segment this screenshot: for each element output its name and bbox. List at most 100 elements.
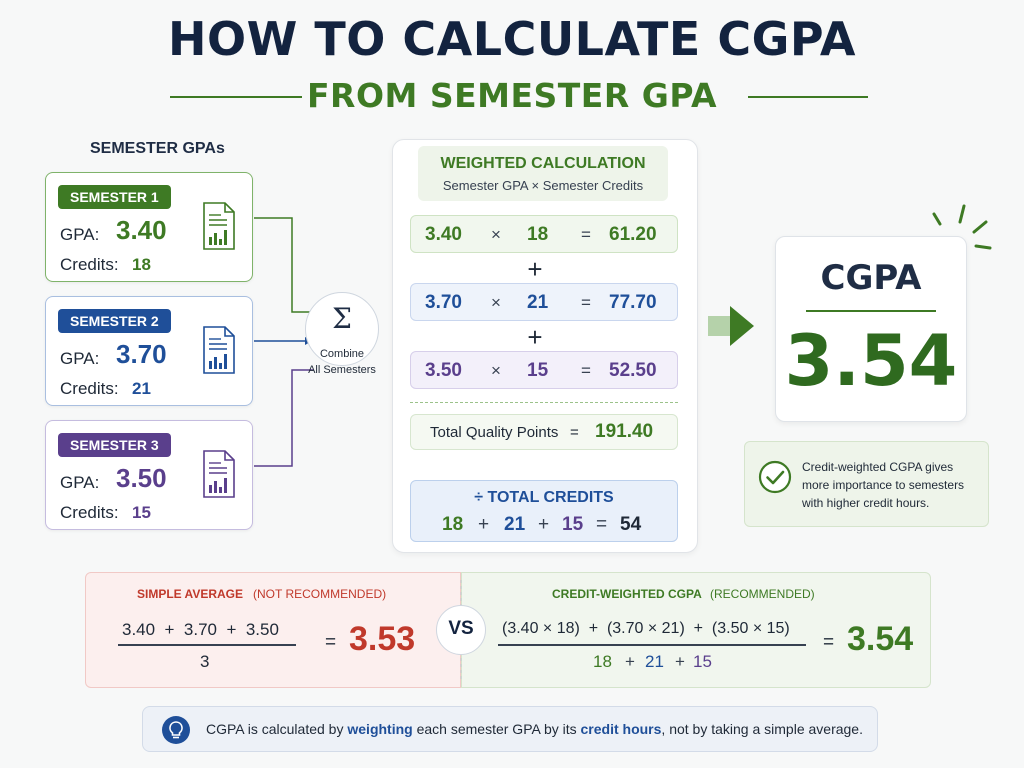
- credit-weighted-result: 3.54: [847, 620, 914, 658]
- semester-1-tag: SEMESTER 1: [58, 185, 171, 209]
- gpa-label: GPA:: [60, 473, 100, 492]
- row-credits: 15: [527, 360, 549, 381]
- plus-sign: +: [675, 652, 685, 671]
- semester-2-gpa: 3.70: [116, 339, 167, 369]
- den-credits-2: 21: [645, 652, 664, 671]
- document-chart-icon: [203, 326, 235, 374]
- equals-sign: =: [570, 424, 579, 441]
- row-credits: 18: [527, 224, 549, 245]
- credits-2: 21: [504, 514, 526, 535]
- not-recommended-tag: (NOT RECOMMENDED): [253, 587, 387, 601]
- fraction-bar: [498, 644, 806, 646]
- vs-label: VS: [448, 618, 474, 639]
- plus-sign: +: [538, 514, 550, 535]
- credit-weighted-title: CREDIT-WEIGHTED CGPA: [552, 587, 702, 601]
- weighted-calculation-header: [418, 146, 668, 201]
- den-credits-3: 15: [693, 652, 712, 671]
- cgpa-underline: [806, 310, 936, 312]
- semester-card-1: SEMESTER 1 GPA: 3.40 Credits: 18: [45, 172, 253, 282]
- semester-2-tag: SEMESTER 2: [58, 309, 171, 333]
- cgpa-value: 3.54: [784, 320, 958, 402]
- fraction-bar: [118, 644, 296, 646]
- combine-label: Combine All Semesters: [290, 346, 394, 378]
- credits-label: Credits:: [60, 379, 119, 398]
- row-product: 61.20: [609, 224, 657, 245]
- simple-average-panel: [85, 572, 461, 688]
- combine-line-1: Combine: [319, 348, 365, 360]
- lightbulb-icon: [162, 716, 190, 744]
- simple-average-result: 3.53: [349, 620, 416, 658]
- calc-row-2: 3.70 × 21 = 77.70: [410, 283, 678, 321]
- total-quality-points-box: [410, 414, 678, 450]
- equals-sign: =: [823, 632, 835, 653]
- row-gpa: 3.70: [425, 292, 462, 313]
- gpa-label: GPA:: [60, 349, 100, 368]
- sigma-icon: Σ: [332, 302, 352, 335]
- simple-average-denominator: 3: [200, 652, 210, 671]
- semester-3-gpa: 3.50: [116, 463, 167, 493]
- recommended-tag: (RECOMMENDED): [710, 587, 815, 601]
- row-product: 77.70: [609, 292, 657, 313]
- times-sign: ×: [491, 361, 501, 380]
- vs-circle: [436, 605, 486, 655]
- equals-sign: =: [325, 632, 337, 653]
- total-quality-points-label: Total Quality Points: [430, 424, 559, 441]
- weighted-calculation-title: WEIGHTED CALCULATION: [440, 155, 646, 172]
- document-chart-icon: [203, 450, 235, 498]
- tip-banner: [142, 706, 878, 752]
- lightbulb-icon-glyph: [169, 721, 183, 739]
- tip-text: CGPA is calculated by weighting each sem…: [206, 721, 863, 737]
- credit-weighted-panel: [461, 572, 931, 688]
- cgpa-result-card: [775, 236, 967, 422]
- divider: [410, 402, 678, 403]
- document-chart-icon: [203, 202, 235, 250]
- tip-emphasis-weighting: weighting: [347, 721, 413, 737]
- cgpa-label: CGPA: [820, 258, 922, 298]
- plus-sign: +: [527, 322, 543, 352]
- plus-sign: +: [527, 254, 543, 284]
- plus-sign: +: [625, 652, 635, 671]
- semester-card-3: SEMESTER 3 GPA: 3.50 Credits: 15: [45, 420, 253, 530]
- semester-3-tag: SEMESTER 3: [58, 433, 171, 457]
- plus-sign: +: [478, 514, 490, 535]
- calc-row-3: 3.50 × 15 = 52.50: [410, 351, 678, 389]
- credit-weighted-numerator: (3.40 × 18) + (3.70 × 21) + (3.50 × 15): [502, 620, 790, 637]
- semester-gpas-heading: SEMESTER GPAs: [90, 140, 225, 157]
- total-quality-points-value: 191.40: [595, 421, 654, 442]
- credits-3: 15: [562, 514, 584, 535]
- semester-1-gpa: 3.40: [116, 215, 167, 245]
- simple-average-numerator: 3.40 + 3.70 + 3.50: [122, 620, 279, 639]
- page-title: HOW TO CALCULATE CGPA: [168, 12, 856, 66]
- den-credits-1: 18: [593, 652, 612, 671]
- gpa-label: GPA:: [60, 225, 100, 244]
- semester-card-2: SEMESTER 2 GPA: 3.70 Credits: 21: [45, 296, 253, 406]
- credits-label: Credits:: [60, 255, 119, 274]
- tip-emphasis-credit-hours: credit hours: [580, 721, 662, 737]
- combine-line-2: All Semesters: [308, 364, 376, 376]
- simple-average-title: SIMPLE AVERAGE: [137, 587, 244, 601]
- page-subtitle: FROM SEMESTER GPA: [306, 76, 718, 115]
- subtitle-rule-left: [170, 96, 302, 98]
- check-circle-icon: [758, 460, 792, 494]
- equals-sign: =: [581, 225, 591, 244]
- times-sign: ×: [491, 225, 501, 244]
- total-credits-value: 54: [620, 514, 642, 535]
- row-credits: 21: [527, 292, 549, 313]
- credits-label: Credits:: [60, 503, 119, 522]
- weighted-calculation-subtitle: Semester GPA × Semester Credits: [442, 178, 644, 193]
- semester-3-credits: 15: [132, 503, 151, 522]
- tip-part-1: CGPA is calculated by: [206, 721, 348, 737]
- equals-sign: =: [581, 293, 591, 312]
- calc-row-1: 3.40 × 18 = 61.20: [410, 215, 678, 253]
- total-credits-title: ÷ TOTAL CREDITS: [474, 489, 614, 506]
- equals-sign: =: [581, 361, 591, 380]
- row-product: 52.50: [609, 360, 657, 381]
- tip-part-2: each semester GPA by its: [412, 721, 581, 737]
- equals-sign: =: [596, 514, 608, 535]
- row-gpa: 3.40: [425, 224, 462, 245]
- total-credits-box: [410, 480, 678, 542]
- subtitle-rule-right: [748, 96, 868, 98]
- row-gpa: 3.50: [425, 360, 462, 381]
- credits-1: 18: [442, 514, 464, 535]
- combine-circle: [305, 292, 379, 366]
